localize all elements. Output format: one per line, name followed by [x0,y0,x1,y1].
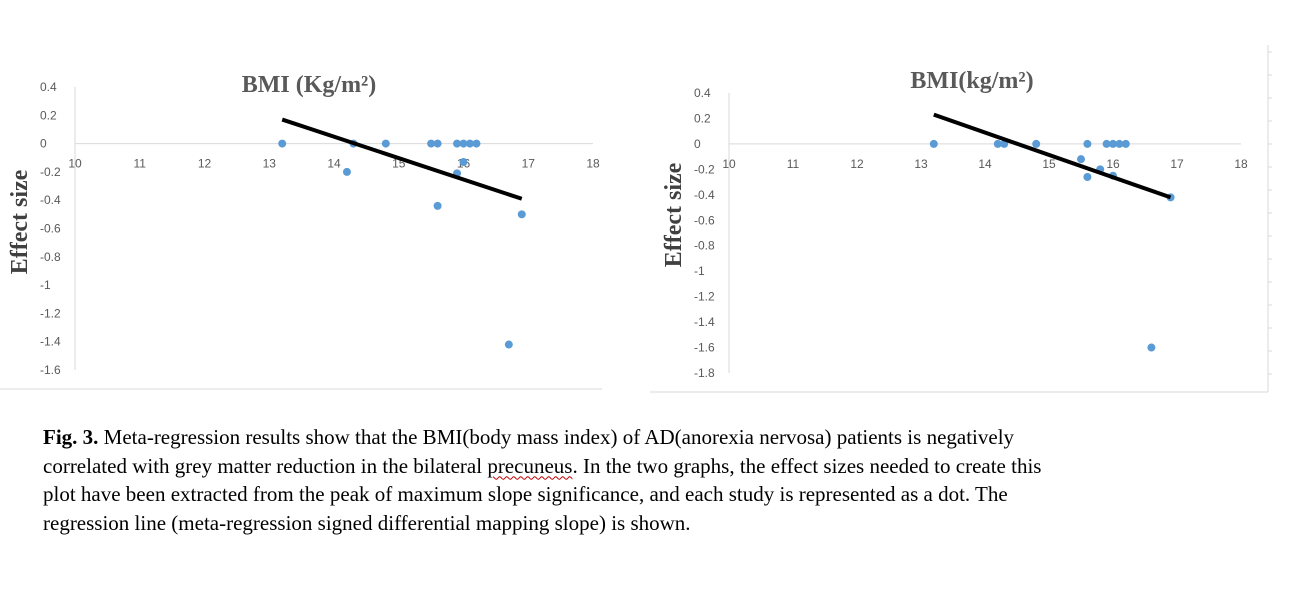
data-point [517,210,526,219]
y-tick-label: 0 [40,137,47,151]
y-tick-label: -1.2 [694,290,715,304]
chart-title: BMI(kg/m²) [910,68,1033,94]
chart-left: BMI (Kg/m²) Effect size 0.4 0.2 0 -0.2 -0.4 -0.… [0,0,610,400]
data-point [427,139,436,148]
data-point [1083,173,1092,181]
x-tick-label: 12 [850,157,864,171]
data-point [929,139,938,148]
data-point [459,157,468,166]
y-tick-label: 0.2 [694,111,711,125]
y-tick-label: -1 [40,278,51,292]
x-tick-label: 18 [586,157,600,171]
data-point [504,340,513,349]
x-tick-label: 10 [68,157,82,171]
y-tick-label: -0.6 [694,213,715,227]
data-point [1121,139,1130,148]
regression-line [281,117,523,201]
scatter-plot-left: BMI (Kg/m²) Effect size 0.4 0.2 0 -0.2 -0.4 -0.… [0,72,602,390]
data-point [1115,139,1124,148]
caption-flagged-word: precuneus [487,453,573,478]
y-tick-label: 0.4 [694,86,711,100]
y-tick-label: -1 [694,264,705,278]
caption-text-1: Meta-regression results show that the BM… [43,425,1015,478]
data-point [459,139,468,148]
y-tick-label: -0.4 [40,193,61,207]
data-point [1109,139,1117,148]
y-tick-label: -1.8 [694,366,715,380]
data-point [472,139,481,148]
y-tick-label: -0.8 [40,250,61,264]
y-axis-label: Effect size [661,162,687,267]
y-tick-label: -1.4 [694,315,715,329]
x-tick-label: 12 [198,157,212,171]
y-tick-label: -1.6 [694,341,715,355]
x-tick-label: 17 [1170,157,1184,171]
x-tick-label: 10 [722,157,736,171]
data-point [433,201,442,210]
data-point [1147,343,1156,352]
x-tick-label: 11 [787,157,800,171]
data-point [342,167,351,176]
y-tick-label: -1.2 [40,306,61,320]
data-point [453,139,462,148]
caption-label: Fig. 3. [43,425,99,449]
scatter-plot-right: BMI(kg/m²) Effect size 0.4 0.2 0 -0.2 -0.4 -0.6… [650,45,1272,393]
figure-caption: Fig. 3. Meta-regression results show tha… [43,423,1043,537]
x-tick-label: 17 [522,157,536,171]
y-tick-label: -1.4 [40,335,61,349]
x-tick-label: 13 [263,157,277,171]
data-point [1077,155,1085,164]
y-axis-label: Effect size [7,169,33,274]
data-point [465,139,474,148]
data-point [1102,139,1111,148]
caption-text-2: . In the two graphs, the effect sizes ne… [43,453,1042,535]
y-tick-label: 0 [694,137,701,151]
data-point [1083,139,1092,148]
x-tick-label: 11 [134,157,147,171]
y-tick-label: -0.4 [694,188,715,202]
y-tick-label: -0.8 [694,239,715,253]
x-tick-label: 14 [978,157,992,171]
data-point [381,139,390,148]
y-tick-label: 0.2 [40,108,57,122]
x-tick-label: 18 [1234,157,1248,171]
data-point [993,139,1002,148]
x-tick-label: 13 [914,157,928,171]
x-tick-label: 16 [1106,157,1120,171]
x-tick-label: 15 [1042,157,1056,171]
y-tick-label: -0.6 [40,222,61,236]
y-tick-label: 0.4 [40,80,57,94]
chart-title: BMI (Kg/m²) [242,72,377,98]
y-tick-label: -0.2 [694,162,715,176]
chart-right: BMI(kg/m²) Effect size 0.4 0.2 0 -0.2 -0.4 -0.6… [650,0,1293,400]
x-tick-label: 14 [327,157,341,171]
data-point [278,139,287,148]
y-tick-label: -0.2 [40,165,61,179]
data-point [433,139,442,148]
y-tick-label: -1.6 [40,363,61,377]
data-point [1032,139,1041,148]
regression-line [933,112,1172,200]
